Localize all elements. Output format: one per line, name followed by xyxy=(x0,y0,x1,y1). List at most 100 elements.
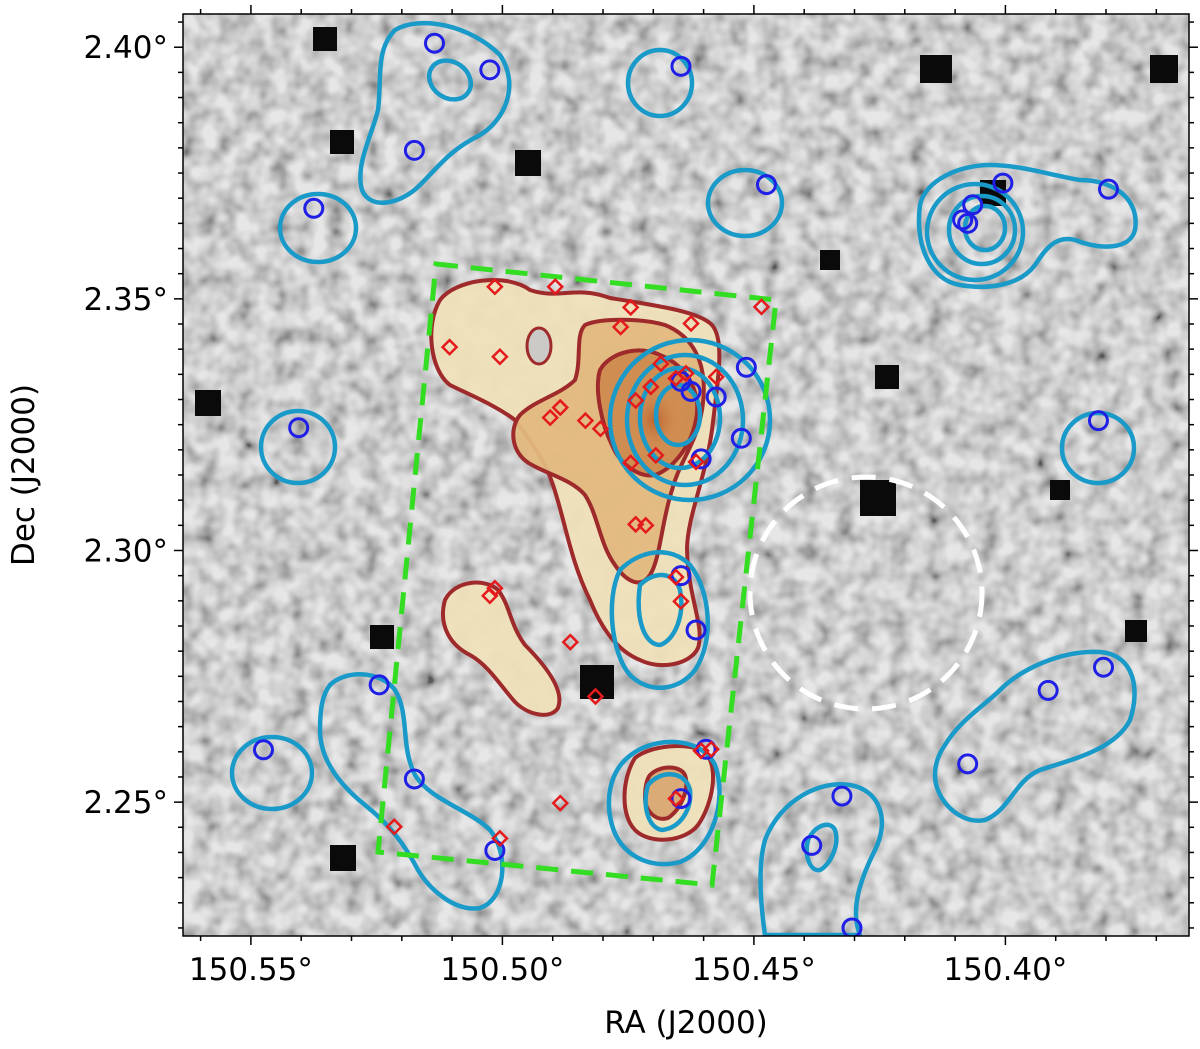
cyan-contour-southeast-inner xyxy=(804,822,839,873)
blue-circle-marker xyxy=(670,55,692,77)
blue-circle-markers xyxy=(252,32,1120,936)
cyan-contour-south-mid xyxy=(609,550,710,690)
blue-circle-marker xyxy=(1092,656,1114,678)
blue-circle-marker xyxy=(1087,410,1109,432)
blue-circle-marker xyxy=(479,59,501,81)
density-contour-blob-south xyxy=(441,580,562,717)
red-diamond-marker xyxy=(551,398,570,417)
y-tick-label: 2.40° xyxy=(83,30,168,66)
cyan-contour-north-east xyxy=(705,167,785,239)
red-diamond-marker xyxy=(667,789,685,808)
red-diamond-marker xyxy=(385,818,404,836)
blue-circle-marker xyxy=(303,197,325,219)
y-axis-label: Dec (J2000) xyxy=(6,384,42,566)
red-diamond-marker xyxy=(586,687,605,706)
cyan-contour-peak-mid2 xyxy=(637,365,723,471)
region-box xyxy=(375,261,779,888)
blue-circle-marker xyxy=(831,785,853,807)
x-tick-label: 150.55° xyxy=(189,952,313,988)
cyan-contour-southeast xyxy=(758,782,885,936)
cyan-contour-nw-group xyxy=(358,20,512,205)
cyan-contour-south xyxy=(606,739,722,867)
red-diamond-marker xyxy=(561,633,580,651)
red-diamond-marker xyxy=(481,587,499,605)
red-diamond-marker xyxy=(626,391,645,410)
blue-circle-marker xyxy=(403,139,425,161)
red-diamond-marker xyxy=(672,592,690,611)
bright-sources xyxy=(195,27,1178,871)
cyan-contour-south-mid-inner xyxy=(636,572,684,648)
blue-circle-marker xyxy=(957,212,979,234)
red-diamond-markers xyxy=(385,278,771,848)
cyan-contours xyxy=(229,20,1138,936)
cyan-contour-southwest-small xyxy=(229,734,315,812)
blue-circle-marker xyxy=(735,356,757,378)
red-diamond-marker xyxy=(677,364,695,383)
red-diamond-marker xyxy=(687,453,705,471)
cyan-contour-south-inner xyxy=(643,772,693,833)
blue-circle-marker xyxy=(952,209,974,231)
blue-circle-marker xyxy=(962,194,984,216)
blue-circle-marker xyxy=(992,172,1014,194)
x-tick-label: 150.40° xyxy=(943,952,1067,988)
red-diamond-marker xyxy=(551,794,570,812)
x-axis-ticks: 150.55° 150.50° 150.45° 150.40° xyxy=(189,5,1158,988)
aperture-circle xyxy=(747,474,985,712)
cyan-contour-peak-outer xyxy=(607,337,773,503)
x-tick-label: 150.50° xyxy=(440,952,564,988)
red-diamond-marker xyxy=(546,278,564,296)
red-diamond-marker xyxy=(541,408,559,427)
blue-circle-marker xyxy=(685,619,707,641)
blue-circle-marker xyxy=(705,386,727,408)
red-diamond-marker xyxy=(752,298,771,316)
blue-circle-marker xyxy=(841,917,863,936)
red-diamond-marker xyxy=(707,368,725,386)
density-contour-hole xyxy=(525,326,553,366)
y-tick-label: 2.35° xyxy=(83,282,168,318)
y-tick-label: 2.30° xyxy=(83,533,168,569)
blue-circle-marker xyxy=(288,417,310,439)
blue-circle-marker xyxy=(755,174,777,196)
cyan-contour-far-southeast xyxy=(932,649,1137,823)
cyan-contour-west xyxy=(258,408,338,486)
red-diamond-marker xyxy=(642,378,660,396)
blue-circle-marker xyxy=(403,768,425,790)
red-diamond-marker xyxy=(647,446,665,465)
red-diamond-marker xyxy=(667,568,685,586)
cyan-contour-nw-inner xyxy=(426,58,474,102)
blue-circle-marker xyxy=(1098,178,1120,200)
cyan-contour-southwest xyxy=(317,672,505,911)
blue-circle-marker xyxy=(730,427,752,449)
red-diamond-marker xyxy=(486,278,504,296)
blue-circle-marker xyxy=(680,380,702,402)
red-diamond-marker xyxy=(682,314,700,333)
red-diamond-marker xyxy=(591,419,610,438)
red-diamond-marker xyxy=(702,740,720,759)
blue-circle-marker xyxy=(424,32,445,54)
red-diamond-marker xyxy=(576,411,595,430)
red-diamond-marker xyxy=(652,355,670,373)
blue-circle-marker xyxy=(670,788,692,810)
red-diamond-marker xyxy=(621,298,640,317)
cyan-contour-nw-small xyxy=(277,191,359,265)
x-tick-label: 150.45° xyxy=(692,952,816,988)
red-diamond-marker xyxy=(440,338,459,356)
red-diamond-marker xyxy=(491,347,509,366)
blue-circle-marker xyxy=(801,834,823,856)
cyan-contour-north xyxy=(625,47,695,119)
cyan-contour-ne-mid2 xyxy=(946,193,1018,267)
blue-circle-marker xyxy=(1037,679,1059,701)
red-diamond-marker xyxy=(621,454,640,472)
blue-circle-marker xyxy=(252,739,274,761)
cyan-contour-ne-mid1 xyxy=(924,181,1026,283)
y-axis-ticks: 2.25° 2.30° 2.35° 2.40° xyxy=(83,21,1198,929)
y-tick-label: 2.25° xyxy=(83,785,168,821)
red-diamond-marker xyxy=(636,516,655,535)
red-diamond-marker xyxy=(491,829,509,848)
cyan-contour-peak-mid1 xyxy=(624,352,746,488)
cyan-contour-ne-outer xyxy=(916,162,1138,290)
x-axis-label: RA (J2000) xyxy=(604,1005,768,1041)
blue-circle-marker xyxy=(368,674,390,696)
blue-circle-marker xyxy=(957,753,979,775)
